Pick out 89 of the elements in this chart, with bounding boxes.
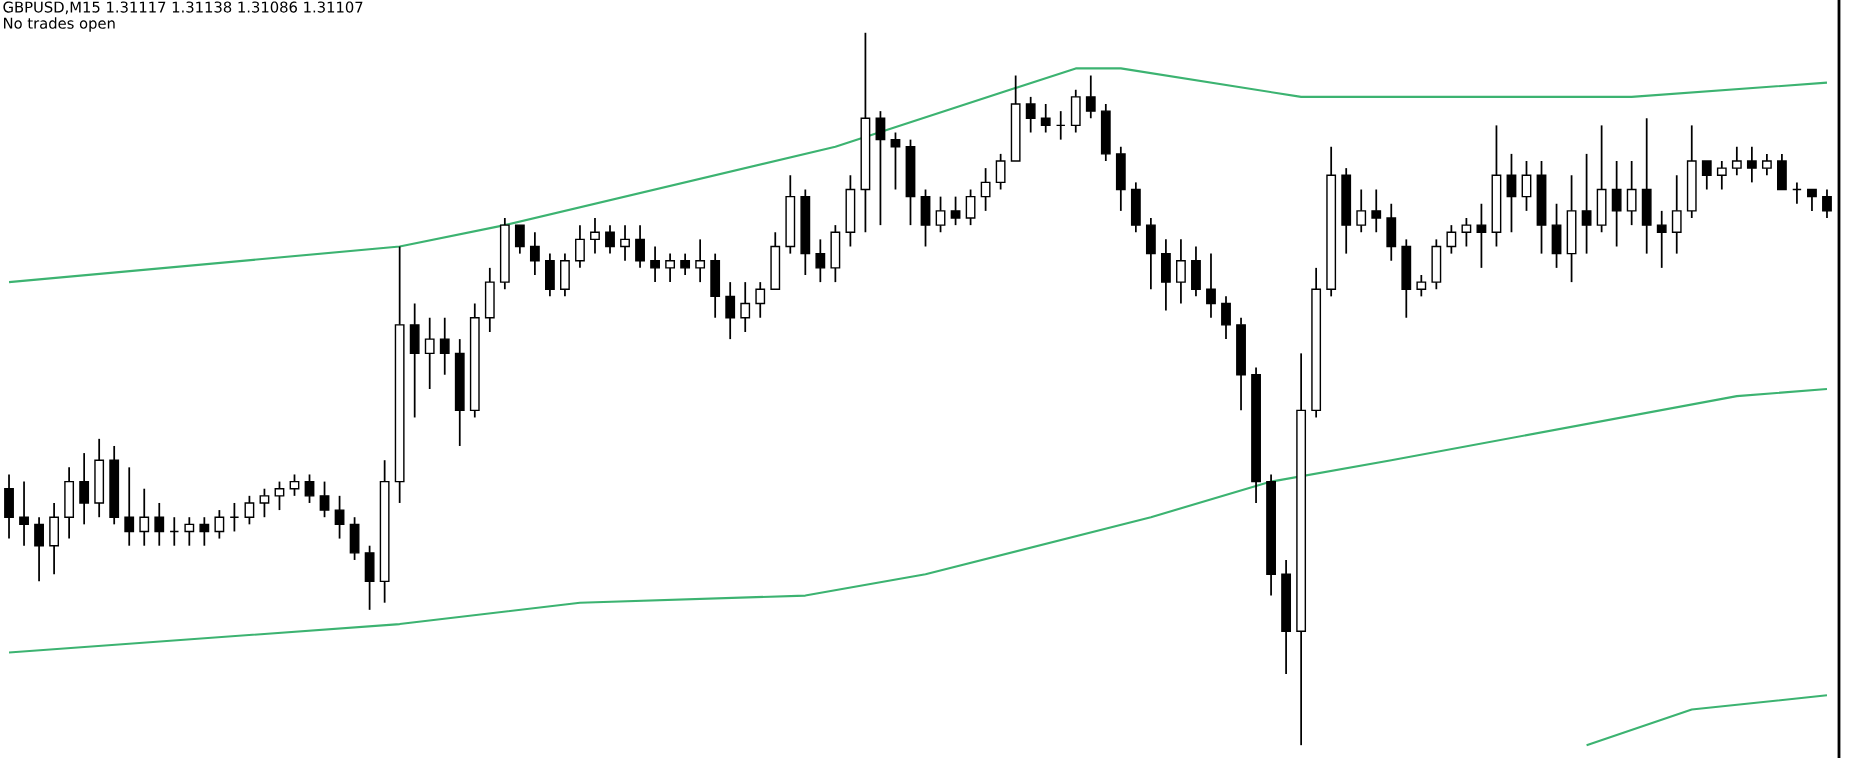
candlestick <box>34 516 44 583</box>
candlestick <box>605 224 615 255</box>
candlestick <box>1085 74 1096 120</box>
candlestick <box>124 466 135 547</box>
candlestick <box>1281 559 1292 675</box>
candlestick <box>1611 160 1622 248</box>
chart-subtitle: No trades open <box>4 17 115 32</box>
candlestick <box>1446 224 1457 255</box>
candlestick <box>1100 103 1111 162</box>
candlestick <box>484 266 495 333</box>
candlestick <box>79 452 90 526</box>
candlestick <box>1326 145 1337 298</box>
candlestick <box>1371 188 1382 234</box>
candlestick <box>695 238 706 283</box>
candlestick <box>1656 210 1667 269</box>
candlestick <box>1025 96 1036 134</box>
candlestick <box>1686 124 1697 219</box>
candlestick <box>1581 153 1592 255</box>
candlestick <box>815 238 826 283</box>
candlestick <box>469 302 480 419</box>
candlestick <box>590 217 600 255</box>
candlestick <box>710 252 721 319</box>
candlestick <box>575 224 585 269</box>
candlestick <box>1311 266 1322 419</box>
candlestick <box>560 252 570 298</box>
candlestick <box>785 174 796 255</box>
candlestick <box>4 473 14 540</box>
candlestick <box>1341 167 1352 255</box>
candlestick <box>1251 366 1261 504</box>
candlestick <box>680 252 691 276</box>
candlestick <box>529 231 540 276</box>
candlestick <box>1221 295 1231 340</box>
candlestick <box>1356 188 1367 234</box>
candlestick <box>995 153 1006 191</box>
candlestick <box>650 245 660 283</box>
candlestick <box>755 281 766 319</box>
candlestick <box>1206 252 1216 319</box>
candlestick <box>184 516 195 547</box>
candlestick <box>1386 202 1397 262</box>
candlestick <box>1746 145 1757 184</box>
candlestick <box>665 252 676 283</box>
candlestick <box>860 31 871 234</box>
candlestick <box>1626 160 1637 227</box>
candlestick <box>499 217 510 291</box>
candlestick <box>409 302 420 419</box>
candlestick <box>1822 188 1832 219</box>
candlestick <box>454 338 465 447</box>
candlestick <box>830 224 841 283</box>
candlestick <box>1130 181 1141 234</box>
candlestick <box>1296 352 1307 747</box>
candlestick <box>635 224 645 269</box>
chart-title: GBPUSD,M15 1.31117 1.31138 1.31086 1.31107 <box>3 1 363 15</box>
candlestick <box>1566 174 1577 283</box>
candlestick <box>620 224 630 262</box>
candlestick <box>1266 473 1276 597</box>
candlestick <box>139 487 150 547</box>
candlestick <box>725 281 736 340</box>
candlestick <box>1070 88 1081 134</box>
candlestick <box>1401 238 1412 319</box>
candlestick <box>1115 145 1126 212</box>
candlestick <box>1191 245 1201 298</box>
candlestick <box>1160 238 1171 312</box>
candlestick <box>1641 117 1652 255</box>
candlestick <box>544 252 555 298</box>
candlestick <box>19 480 29 547</box>
candlestick <box>740 281 751 333</box>
candlestick <box>49 502 60 576</box>
candlestick <box>64 466 75 540</box>
candlestick <box>1716 160 1727 191</box>
candlestick <box>439 316 450 376</box>
candlestick <box>800 188 811 276</box>
candlestick <box>1431 238 1442 291</box>
candlestick <box>1761 153 1772 177</box>
candlestick <box>394 245 405 504</box>
candlestick <box>1176 238 1186 305</box>
candlestick <box>1416 274 1427 298</box>
candlestick <box>1236 316 1246 412</box>
candlestick <box>1040 103 1051 134</box>
candlestick <box>214 509 225 540</box>
candlestick <box>1145 217 1156 291</box>
candlestick <box>1476 202 1487 269</box>
candlestick <box>199 516 210 547</box>
candlestick <box>1731 145 1742 177</box>
candlestick <box>154 502 165 547</box>
candlestick <box>94 437 105 519</box>
candlestick <box>424 316 435 390</box>
candlestick <box>109 445 120 526</box>
candlestick <box>1671 174 1682 255</box>
candlestick <box>379 459 390 604</box>
